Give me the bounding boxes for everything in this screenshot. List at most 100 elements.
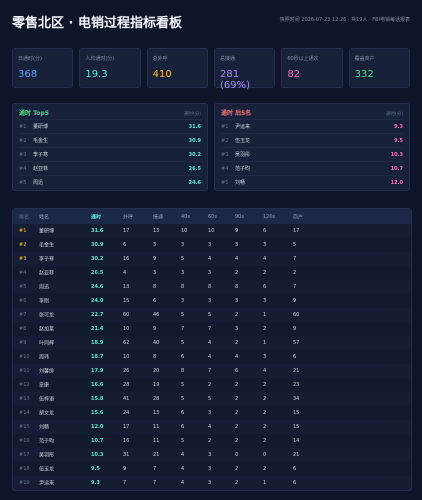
table-cell: 李子寒 xyxy=(39,256,55,263)
table-cell: 赵亚菲 xyxy=(39,270,55,277)
table-cell: 赵加莱 xyxy=(39,326,55,333)
panel-row: #1 尹运来 9.3 xyxy=(221,119,403,133)
name: 尹运来 xyxy=(235,124,251,130)
column-header: 通时 xyxy=(91,214,102,220)
table-row: #2 毛金生 30.9 6 3 3 3 3 3 5 xyxy=(13,238,411,252)
table-cell: #13 xyxy=(19,396,30,402)
panel-row: #2 毛金生 30.9 xyxy=(19,133,201,147)
table-cell: 19 xyxy=(153,382,160,388)
table-cell: 2 xyxy=(263,326,267,332)
table-row: #16 范子昀 10.7 16 11 5 2 2 2 14 xyxy=(13,434,411,448)
value: 24.6 xyxy=(188,179,201,186)
table-cell: 3 xyxy=(235,242,239,248)
name: 伍玉龙 xyxy=(235,138,251,144)
table-cell: 21.4 xyxy=(91,326,104,332)
column-header: 40s xyxy=(181,213,190,220)
table-row: #14 胡文龙 15.6 24 13 6 3 2 2 15 xyxy=(13,406,411,420)
table-cell: 13 xyxy=(123,284,130,290)
table-cell: 17 xyxy=(123,424,130,430)
panel-unit: 通时(分) xyxy=(183,112,201,117)
table-cell: 15 xyxy=(293,424,300,430)
table-cell: 3 xyxy=(263,298,267,304)
table-cell: 28 xyxy=(123,382,130,388)
table-row: #17 吴羽彤 10.3 31 21 4 3 0 0 21 xyxy=(13,448,411,462)
panel-header: 通时 Top5 通时(分) xyxy=(19,108,201,119)
panel-row: #2 伍玉龙 9.5 xyxy=(221,133,403,147)
table-cell: 叶同辉 xyxy=(39,340,55,347)
table-cell: 62 xyxy=(123,340,130,346)
table-cell: 3 xyxy=(208,452,212,458)
panel-row: #4 范子昀 10.7 xyxy=(221,161,403,175)
table-cell: 2 xyxy=(263,424,267,430)
name: 范子昀 xyxy=(235,166,251,172)
table-row: #18 伍玉龙 9.5 9 7 4 3 2 2 6 xyxy=(13,462,411,476)
table-cell: 34 xyxy=(293,396,300,402)
table-cell: 24.6 xyxy=(91,284,104,290)
table-cell: 17.9 xyxy=(91,368,104,374)
value: 10.7 xyxy=(390,165,403,172)
table-cell: 4 xyxy=(263,368,267,374)
table-cell: 26 xyxy=(123,368,130,374)
table-cell: #10 xyxy=(19,354,30,360)
table-cell: 6 xyxy=(153,298,157,304)
table-cell: 9 xyxy=(293,326,297,332)
value: 30.2 xyxy=(188,151,201,158)
table-cell: 6 xyxy=(263,284,267,290)
panel-row: #3 李子寒 30.2 xyxy=(19,147,201,161)
table-cell: 1 xyxy=(263,312,267,318)
table-cell: 31.6 xyxy=(91,228,104,234)
table-row: #6 李刚 24.0 15 6 3 3 3 3 9 xyxy=(13,294,411,308)
table-row: #8 赵加莱 21.4 10 9 7 7 3 2 9 xyxy=(13,322,411,336)
kpi-value: 19.3 xyxy=(85,69,108,80)
table-cell: 28 xyxy=(153,396,160,402)
table-cell: 8 xyxy=(153,354,157,360)
table-cell: 9 xyxy=(293,298,297,304)
table-cell: 吴羽彤 xyxy=(39,452,55,459)
table-cell: 李刚 xyxy=(39,298,50,305)
table-cell: 12.0 xyxy=(91,424,104,430)
table-cell: #5 xyxy=(19,284,27,290)
table-cell: 2 xyxy=(235,410,239,416)
table-cell: 胡文龙 xyxy=(39,410,55,417)
table-cell: 6 xyxy=(293,480,297,486)
table-cell: 2 xyxy=(235,466,239,472)
table-cell: 6 xyxy=(293,466,297,472)
table-row: #7 张可龙 22.7 60 46 5 5 2 1 60 xyxy=(13,308,411,322)
kpi-value: 410 xyxy=(152,69,172,80)
table-cell: 5 xyxy=(208,312,212,318)
table-cell: 7 xyxy=(208,368,212,374)
table-row: #12 章康 16.6 28 19 5 2 2 2 23 xyxy=(13,378,411,392)
column-header: 60s xyxy=(208,213,217,220)
kpi-value: 82 xyxy=(287,69,301,80)
table-row: #13 伍梓语 15.8 41 28 5 5 2 2 34 xyxy=(13,392,411,406)
table-cell: 10.3 xyxy=(91,452,104,458)
table-cell: 毛金生 xyxy=(39,242,55,249)
name: 吴羽彤 xyxy=(235,152,251,158)
table-cell: #12 xyxy=(19,382,30,388)
table-cell: #1 xyxy=(19,228,27,234)
table-cell: 董研博 xyxy=(39,228,55,235)
table-cell: 6 xyxy=(181,410,185,416)
kpi-label: 总外呼 xyxy=(152,56,168,62)
table-cell: 3 xyxy=(153,270,157,276)
table-cell: 2 xyxy=(208,382,212,388)
table-cell: 7 xyxy=(208,326,212,332)
table-cell: 4 xyxy=(181,480,185,486)
table-cell: 16 xyxy=(123,438,130,444)
table-cell: 3 xyxy=(181,298,185,304)
rank: #1 xyxy=(19,123,27,130)
table-cell: 18.7 xyxy=(91,354,104,360)
table-cell: 46 xyxy=(153,312,160,318)
kpi-card: 日通时(分) 368 xyxy=(12,48,74,88)
table-cell: #15 xyxy=(19,424,30,430)
page-title: 零售北区 · 电销过程指标看板 xyxy=(12,16,182,31)
column-header: 120s xyxy=(263,213,276,220)
table-cell: 31 xyxy=(123,452,130,458)
table-cell: 22.7 xyxy=(91,312,104,318)
table-cell: #2 xyxy=(19,242,27,248)
table-row: #4 赵亚菲 26.5 4 3 3 3 2 2 2 xyxy=(13,266,411,280)
table-cell: 2 xyxy=(235,424,239,430)
table-row: #10 周玮 18.7 10 8 6 4 4 3 6 xyxy=(13,350,411,364)
table-cell: 57 xyxy=(293,340,300,346)
